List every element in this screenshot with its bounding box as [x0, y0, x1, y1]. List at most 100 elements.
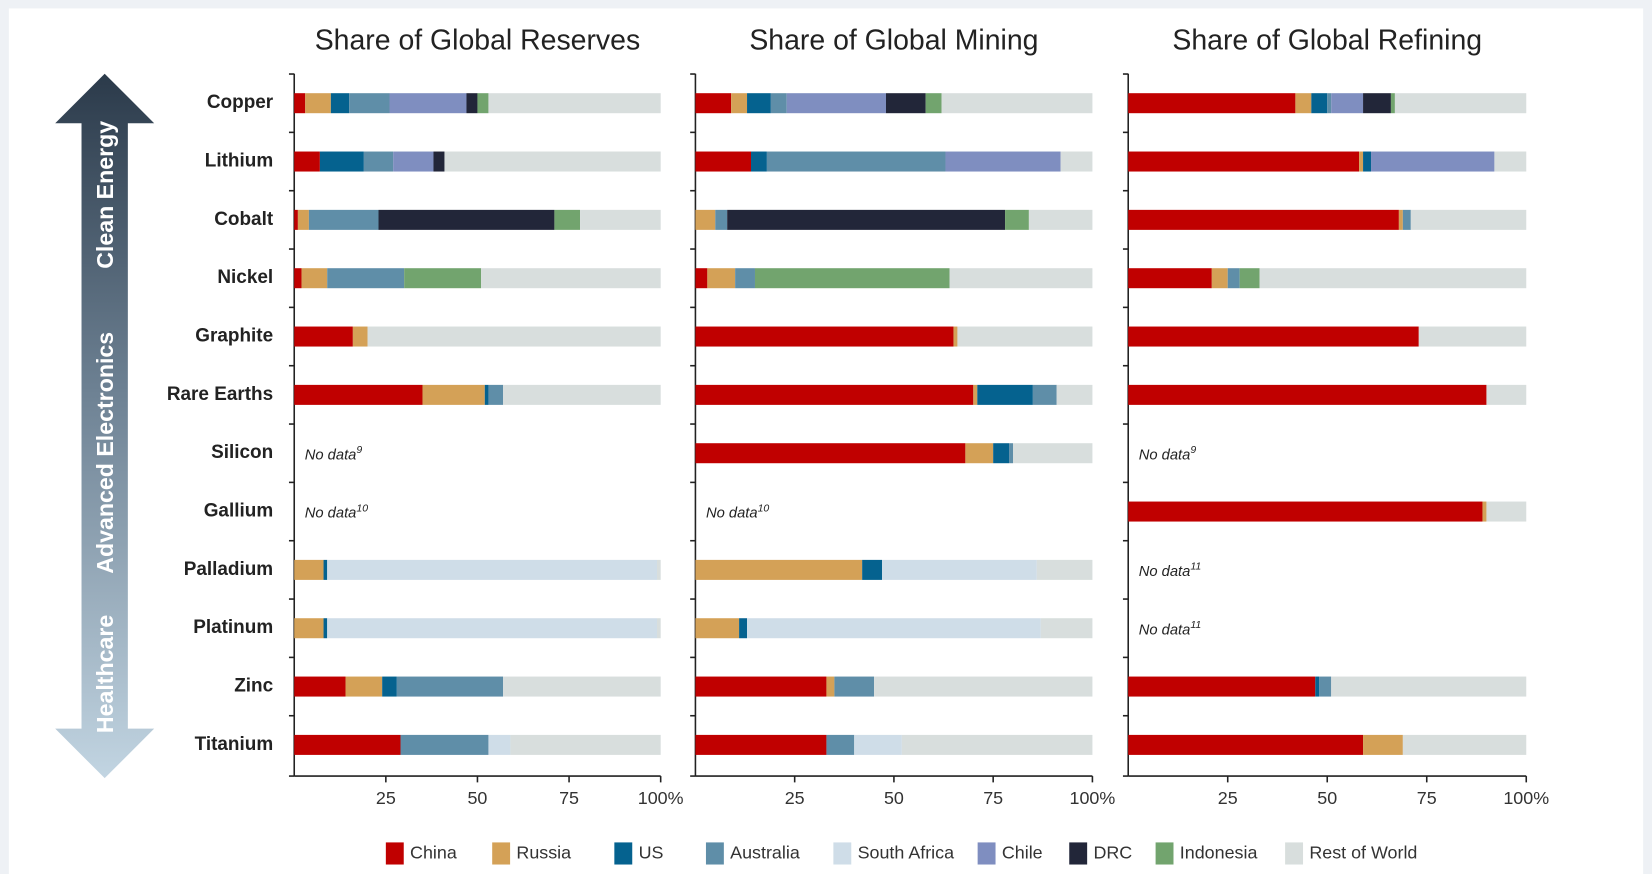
bar-segment [1028, 209, 1093, 230]
no-data-note: No data9 [1139, 444, 1197, 463]
bar-segment [305, 93, 331, 114]
bar-segment [925, 93, 942, 114]
legend-label: South Africa [858, 843, 955, 863]
bar-segment [1032, 384, 1057, 405]
bar-segment [695, 443, 966, 464]
bar-segment [957, 326, 1093, 347]
bar-segment [294, 209, 298, 230]
bar-segment [1211, 268, 1228, 289]
legend-label: China [410, 843, 457, 863]
legend-label: Rest of World [1309, 843, 1417, 863]
bar-segment [297, 209, 309, 230]
legend-swatch [1155, 842, 1174, 865]
legend-swatch [1285, 842, 1304, 865]
bar-segment [1128, 209, 1399, 230]
bar-segment [330, 93, 350, 114]
no-data-note: No data11 [1139, 561, 1202, 580]
bar-segment [901, 734, 1093, 755]
bar-segment [1009, 443, 1014, 464]
side-label: Advanced Electronics [92, 332, 118, 574]
bar-segment [308, 209, 379, 230]
bar-segment [294, 618, 324, 639]
note-footnote: 9 [1190, 444, 1196, 456]
bar-segment [1315, 676, 1320, 697]
bar-segment [1363, 93, 1391, 114]
bar-segment [554, 209, 581, 230]
bar-segment [488, 384, 504, 405]
bar-segment [1259, 268, 1527, 289]
bar-segment [1036, 559, 1093, 580]
bar-segment [327, 559, 658, 580]
bar-segment [1128, 151, 1360, 172]
bar-segment [695, 618, 740, 639]
bar-segment [327, 268, 405, 289]
bar-segment [695, 734, 827, 755]
bar-segment [1494, 151, 1527, 172]
bar-segment [327, 618, 658, 639]
bar-segment [751, 151, 767, 172]
bar-segment [352, 326, 368, 347]
bar-segment [1128, 93, 1296, 114]
bar-segment [1128, 676, 1316, 697]
bar-segment [1311, 93, 1328, 114]
bar-segment [657, 618, 661, 639]
note-text: No data [305, 447, 357, 463]
bar-segment [1128, 734, 1364, 755]
x-tick-label: 25 [1218, 788, 1238, 808]
legend-label: Indonesia [1180, 843, 1258, 863]
bar-segment [1402, 734, 1527, 755]
bar-segment [294, 676, 346, 697]
legend-swatch [705, 842, 724, 865]
bar-segment [941, 93, 1093, 114]
note-footnote: 10 [356, 502, 368, 514]
panel-title: Share of Global Mining [749, 25, 1038, 57]
bar-segment [754, 268, 950, 289]
bar-segment [727, 209, 1006, 230]
bar-segment [1402, 209, 1411, 230]
bar-segment [826, 676, 835, 697]
bar-segment [695, 209, 716, 230]
bar-segment [484, 384, 489, 405]
category-label: Silicon [211, 442, 273, 463]
x-tick-label: 50 [467, 788, 487, 808]
category-label: Palladium [184, 559, 273, 580]
bar-segment [977, 384, 1033, 405]
bar-segment [707, 268, 736, 289]
bar-segment [400, 734, 489, 755]
x-tick-label: 50 [884, 788, 904, 808]
category-label: Titanium [195, 734, 274, 755]
bar-segment [1410, 209, 1527, 230]
bar-segment [1013, 443, 1093, 464]
x-tick-label: 75 [1417, 788, 1437, 808]
bar-segment [766, 151, 946, 172]
x-tick-label: 100% [638, 788, 684, 808]
bar-segment [770, 93, 787, 114]
note-text: No data [1139, 564, 1191, 580]
bar-segment [1128, 268, 1212, 289]
bar-segment [735, 268, 755, 289]
bar-segment [294, 326, 353, 347]
bar-segment [1390, 93, 1395, 114]
bar-segment [695, 559, 863, 580]
bar-segment [367, 326, 661, 347]
bar-segment [1359, 151, 1364, 172]
bar-segment [349, 93, 390, 114]
bar-segment [294, 93, 306, 114]
bar-segment [404, 268, 482, 289]
bar-segment [882, 559, 1037, 580]
bar-segment [854, 734, 902, 755]
bar-segment [488, 93, 661, 114]
bar-segment [973, 384, 978, 405]
bar-segment [953, 326, 958, 347]
category-label: Zinc [234, 676, 273, 697]
no-data-note: No data10 [706, 502, 769, 521]
side-label: Clean Energy [92, 121, 118, 269]
bar-segment [1371, 151, 1495, 172]
bar-segment [826, 734, 855, 755]
bar-segment [993, 443, 1010, 464]
bar-segment [503, 676, 661, 697]
legend-swatch [833, 842, 852, 865]
bar-segment [510, 734, 661, 755]
bar-segment [323, 618, 328, 639]
